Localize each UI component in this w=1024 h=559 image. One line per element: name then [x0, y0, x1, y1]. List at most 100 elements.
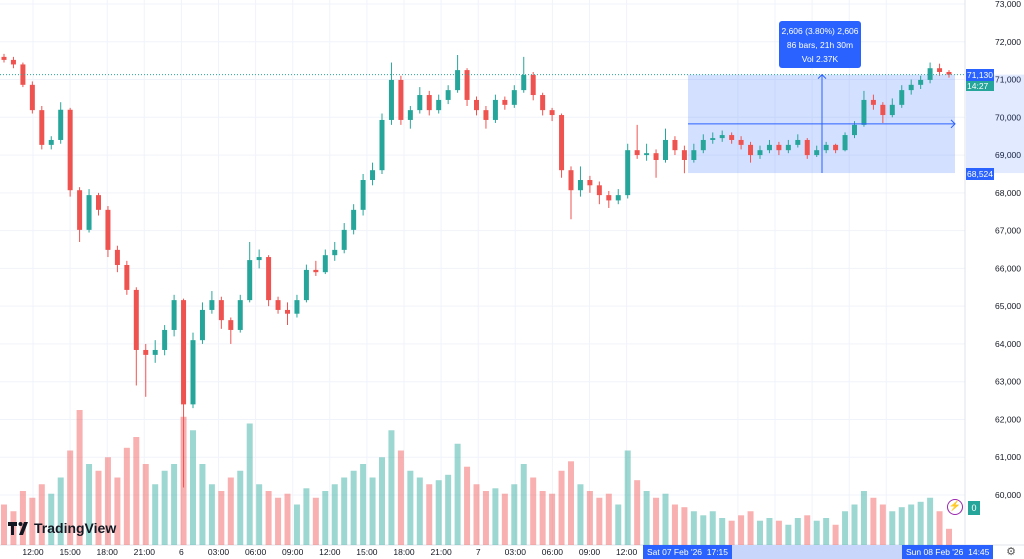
y-tick-label: 73,000	[995, 0, 1021, 9]
candle-body	[162, 329, 168, 350]
candle	[114, 245, 120, 273]
candle	[700, 134, 706, 154]
volume-bar	[95, 470, 102, 545]
volume-bar	[303, 488, 310, 545]
candle	[757, 145, 763, 159]
x-tick-label: 09:00	[579, 547, 601, 557]
candle-body	[39, 110, 45, 145]
candle	[1, 53, 7, 63]
candle	[77, 187, 83, 242]
volume-bar	[114, 477, 121, 545]
candle	[918, 75, 924, 89]
volume-bar	[690, 511, 697, 545]
candle-body	[861, 99, 867, 125]
candle	[766, 139, 772, 154]
volume-bar	[199, 464, 206, 545]
candle	[407, 105, 413, 129]
volume-bar	[152, 484, 159, 545]
candle-body	[29, 84, 35, 111]
x-tick-label: 18:00	[393, 547, 415, 557]
candle	[738, 136, 744, 150]
candle	[294, 294, 300, 318]
candle	[464, 68, 470, 106]
tradingview-logo-icon	[8, 521, 28, 535]
volume-bar	[256, 484, 263, 545]
volume-bar	[1, 504, 7, 545]
candle	[634, 124, 640, 159]
candle	[455, 54, 461, 93]
candle-body	[275, 300, 281, 310]
candle-body	[615, 195, 621, 201]
candle-body	[927, 68, 933, 80]
volume-bar	[757, 520, 763, 545]
volume-bar	[445, 474, 452, 545]
candle-body	[634, 150, 640, 156]
volume-bar	[936, 511, 943, 545]
volume-bar	[284, 493, 291, 545]
volume-bar	[492, 488, 499, 545]
candle	[521, 56, 527, 93]
volume-bar	[388, 430, 395, 545]
x-tick-label: 12:00	[616, 547, 638, 557]
candle	[228, 317, 234, 344]
candle	[615, 189, 621, 205]
volume-bar	[747, 511, 754, 545]
candle-body	[190, 340, 196, 405]
candle	[445, 85, 451, 105]
x-tick-label: 15:00	[59, 547, 81, 557]
candle-body	[124, 264, 130, 290]
candle	[625, 143, 631, 199]
x-tick-label: 06:00	[245, 547, 267, 557]
candle	[729, 132, 735, 144]
gear-icon[interactable]: ⚙	[1006, 546, 1016, 558]
candle-body	[86, 195, 92, 230]
volume-bar	[804, 515, 811, 545]
brand-name: TradingView	[34, 520, 117, 536]
y-tick-label: 70,000	[995, 112, 1021, 122]
volume-bar	[293, 504, 300, 545]
volume-bar	[539, 491, 546, 545]
candle-body	[285, 309, 290, 314]
candle-body	[908, 84, 914, 91]
candle	[795, 134, 801, 148]
candle	[483, 105, 489, 129]
x-tick-label: 09:00	[282, 547, 304, 557]
candle-body	[152, 349, 158, 355]
candle-body	[77, 190, 83, 230]
measure-volume: Vol 2.37K	[801, 54, 839, 64]
volume-bar	[416, 477, 423, 545]
candle-body	[436, 99, 442, 111]
candle	[105, 206, 111, 258]
candle	[162, 325, 168, 356]
candle	[209, 291, 215, 314]
volume-bar	[671, 504, 678, 545]
candle-body	[455, 70, 461, 91]
x-tick-label: 03:00	[505, 547, 527, 557]
x-tick-label: 21:00	[134, 547, 156, 557]
volume-bar	[407, 470, 414, 545]
volume-bar	[208, 484, 215, 545]
candle-body	[549, 110, 555, 116]
volume-bar	[360, 464, 367, 545]
candle-body	[464, 70, 470, 100]
candle	[303, 264, 309, 303]
x-tick-label: 12:00	[22, 547, 44, 557]
candle-body	[833, 144, 839, 151]
volume-bar	[369, 477, 376, 545]
candle-body	[795, 139, 801, 145]
candle-body	[540, 95, 546, 111]
candle-body	[426, 95, 432, 111]
volume-bar	[227, 477, 234, 545]
tradingview-logo[interactable]: TradingView	[8, 520, 116, 536]
candle	[285, 302, 290, 326]
candle	[927, 62, 933, 84]
candle-body	[474, 99, 479, 111]
lightning-icon[interactable]: ⚡	[947, 499, 963, 515]
candle-body	[417, 95, 423, 111]
volume-bar	[473, 484, 480, 545]
volume-axis-label: 0	[968, 501, 980, 515]
candle-body	[559, 115, 565, 171]
x-tick-label: 12:00	[319, 547, 341, 557]
candle-body	[332, 249, 338, 256]
